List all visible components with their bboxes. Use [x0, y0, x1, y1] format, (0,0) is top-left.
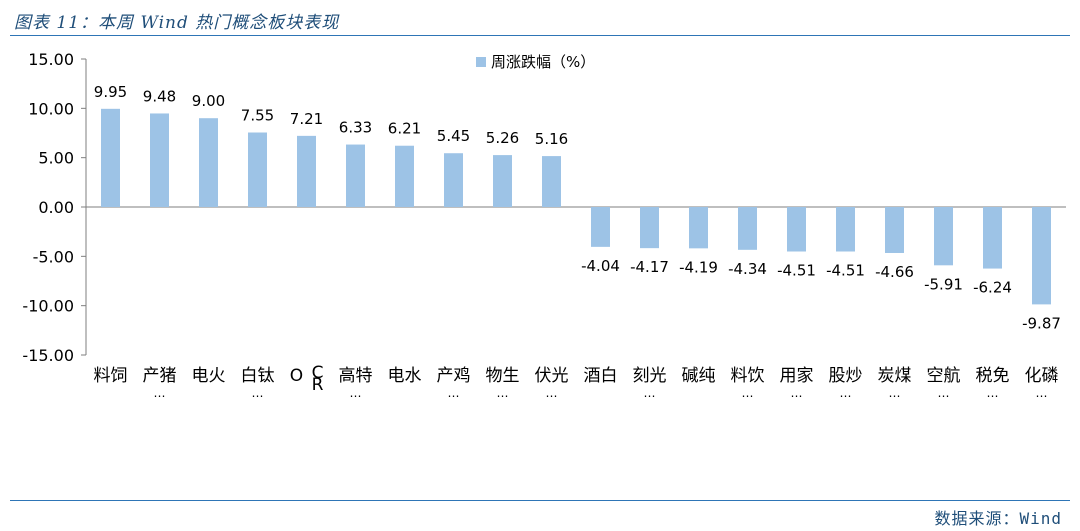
bar-value-label: 6.21: [388, 120, 421, 138]
source-note: 数据来源：Wind: [934, 509, 1062, 528]
category-label-ellipsis: …: [546, 386, 558, 400]
category-label: 空航: [927, 366, 961, 386]
bar-value-label: 6.33: [339, 119, 372, 137]
bar-value-label: -5.91: [924, 275, 963, 293]
figure-title: 图表 11：本周 Wind 热门概念板块表现: [14, 13, 340, 33]
bar-value-label: 7.21: [290, 110, 323, 128]
y-tick-label: 15.00: [28, 50, 74, 69]
category-label-ellipsis: …: [840, 386, 852, 400]
bar-value-label: -6.24: [973, 279, 1012, 297]
bar-value-label: -4.51: [826, 261, 865, 279]
bar: [787, 207, 806, 252]
bar: [640, 207, 659, 249]
bar-value-label: 7.55: [241, 107, 274, 125]
category-label-ellipsis: …: [1036, 386, 1048, 400]
category-label-ellipsis: …: [644, 386, 656, 400]
bar-value-label: -4.66: [875, 263, 914, 281]
bar-value-label: 9.00: [192, 92, 225, 110]
category-label-ellipsis: …: [742, 386, 754, 400]
category-label-ellipsis: …: [987, 386, 999, 400]
category-label: 炭煤: [878, 366, 912, 386]
bar: [493, 155, 512, 207]
title-rule: [10, 35, 1070, 36]
y-tick-label: 0.00: [38, 198, 74, 217]
y-tick-label: -15.00: [22, 346, 74, 365]
bar: [346, 144, 365, 207]
category-label: 产猪: [143, 366, 177, 386]
bar: [297, 135, 316, 207]
category-label-ellipsis: …: [938, 386, 950, 400]
bar: [836, 207, 855, 252]
bar: [1032, 207, 1051, 305]
bar-value-label: -4.19: [679, 258, 718, 276]
source-rule: [10, 500, 1070, 501]
bar-value-label: -4.51: [777, 261, 816, 279]
legend-swatch: [476, 57, 486, 67]
bar: [983, 207, 1002, 269]
category-label: C: [312, 363, 324, 383]
category-label: 化磷: [1025, 366, 1059, 386]
category-label: R: [312, 375, 324, 395]
bar-value-label: 9.95: [94, 83, 127, 101]
bar: [395, 145, 414, 207]
category-label-ellipsis: …: [889, 386, 901, 400]
bar-value-label: -4.17: [630, 258, 669, 276]
bar-value-label: -4.34: [728, 260, 767, 278]
category-label: 股炒: [829, 366, 863, 386]
category-label-ellipsis: …: [350, 386, 362, 400]
y-tick-label: -10.00: [22, 297, 74, 316]
bar-value-label: -9.87: [1022, 314, 1061, 332]
category-label: 料饮: [731, 366, 765, 386]
category-label-ellipsis: …: [252, 386, 264, 400]
bar: [885, 207, 904, 253]
bar: [542, 156, 561, 207]
category-label: 电火: [192, 366, 226, 386]
bar-value-label: 5.45: [437, 127, 470, 145]
category-label: 酒白: [584, 366, 618, 386]
category-label-ellipsis: …: [154, 386, 166, 400]
category-label: 物生: [486, 366, 520, 386]
category-label: 碱纯: [682, 366, 716, 386]
bar-value-label: 5.16: [535, 130, 568, 148]
category-label-ellipsis: …: [497, 386, 509, 400]
bar-value-label: 5.26: [486, 129, 519, 147]
legend-label: 周涨跌幅（%）: [491, 53, 595, 71]
bar: [248, 132, 267, 207]
category-label: 用家: [780, 366, 814, 386]
bar: [444, 153, 463, 207]
y-tick-label: 5.00: [38, 149, 74, 168]
category-label: 料饲: [94, 366, 128, 386]
category-label: 产鸡: [437, 366, 471, 386]
bar: [101, 108, 120, 207]
bar: [738, 207, 757, 250]
y-tick-label: 10.00: [28, 99, 74, 118]
category-label: 税免: [976, 366, 1010, 386]
category-label: 高特: [339, 366, 373, 386]
y-tick-label: -5.00: [33, 247, 74, 266]
bar-value-label: -4.04: [581, 257, 620, 275]
bar: [199, 118, 218, 207]
category-label: 白钛: [241, 366, 275, 386]
bar-chart: 15.00 10.00 5.00 0.00 -5.00 -10.00 -15.00 9.95 料…: [22, 50, 1066, 400]
bar: [591, 207, 610, 247]
bar: [689, 207, 708, 249]
bar: [934, 207, 953, 266]
category-label-ellipsis: …: [791, 386, 803, 400]
category-label: 电水: [388, 366, 422, 386]
bar-value-label: 9.48: [143, 87, 176, 105]
category-label-ellipsis: …: [448, 386, 460, 400]
bar: [150, 113, 169, 207]
category-label: 刻光: [633, 366, 667, 386]
category-label: 伏光: [535, 366, 569, 386]
category-label: O: [290, 366, 303, 386]
